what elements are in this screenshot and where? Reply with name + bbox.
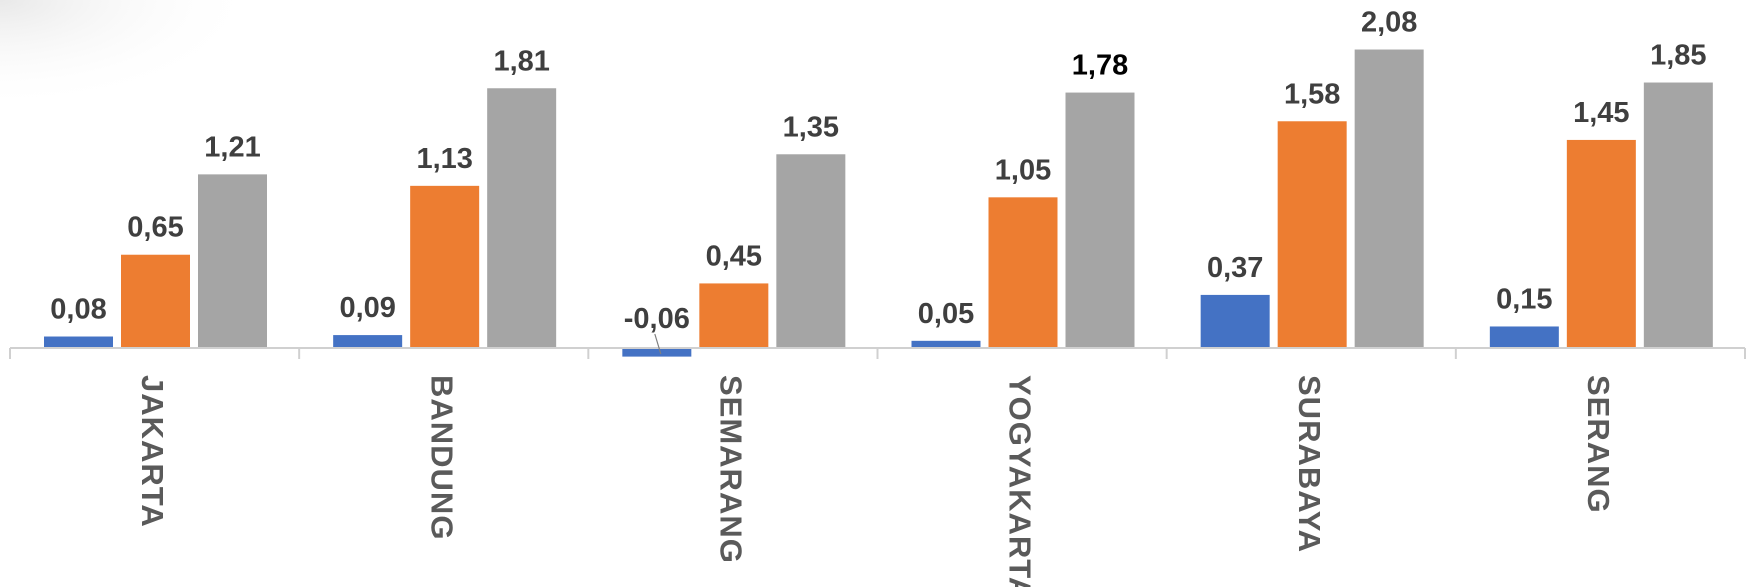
bar-jakarta-s2 (121, 254, 190, 348)
data-label-bandung-s2: 1,13 (416, 143, 472, 175)
data-label-jakarta-s3: 1,21 (204, 131, 260, 163)
background-shade (0, 0, 260, 110)
bar-surabaya-s2 (1277, 121, 1347, 349)
category-label-serang: SERANG (1581, 375, 1616, 514)
data-label-bandung-s3: 1,81 (493, 45, 549, 77)
bar-jakarta-s1 (44, 336, 113, 348)
category-label-semarang: SEMARANG (713, 375, 748, 564)
category-label-bandung: BANDUNG (424, 375, 459, 540)
data-label-surabaya-s1: 0,37 (1207, 252, 1263, 284)
data-label-serang-s3: 1,85 (1650, 40, 1706, 72)
bar-bandung-s1 (333, 335, 403, 348)
data-label-bandung-s1: 0,09 (339, 292, 395, 324)
bar-surabaya-s1 (1200, 294, 1270, 348)
category-label-surabaya: SURABAYA (1292, 375, 1327, 553)
bar-serang-s1 (1489, 326, 1559, 348)
data-labels: 0,08 0,65 1,21 0,09 1,13 1,81 -0,06 0,45 1,35 0,0… (50, 7, 1707, 355)
bar-bandung-s3 (487, 88, 557, 348)
data-label-semarang-s1: -0,06 (624, 303, 690, 335)
bars-layer (44, 49, 1713, 357)
data-label-yogyakarta-s2: 1,05 (995, 154, 1051, 186)
data-label-jakarta-s2: 0,65 (127, 212, 183, 244)
bar-serang-s3 (1643, 82, 1713, 349)
data-label-serang-s1: 0,15 (1496, 283, 1552, 315)
bar-yogyakarta-s3 (1065, 92, 1135, 348)
bar-surabaya-s3 (1354, 49, 1424, 349)
data-label-surabaya-s3: 2,08 (1361, 7, 1417, 39)
bar-jakarta-s3 (198, 174, 267, 348)
bar-serang-s2 (1566, 139, 1636, 348)
data-label-semarang-s2: 0,45 (706, 240, 762, 272)
bar-bandung-s2 (410, 185, 480, 348)
data-label-leader-line (654, 333, 662, 355)
data-label-semarang-s3: 1,35 (783, 111, 839, 143)
category-label-yogyakarta: YOGYAKARTA (1003, 375, 1038, 587)
data-label-serang-s2: 1,45 (1573, 97, 1629, 129)
data-label-yogyakarta-s1: 0,05 (918, 298, 974, 330)
bar-semarang-s1 (622, 348, 692, 357)
bar-semarang-s2 (699, 283, 769, 348)
data-label-jakarta-s1: 0,08 (50, 294, 106, 326)
data-label-surabaya-s2: 1,58 (1284, 78, 1340, 110)
category-labels: JAKARTA BANDUNG SEMARANG YOGYAKARTA SURABAYA… (135, 375, 1616, 587)
x-axis (9, 347, 1746, 359)
bar-semarang-s3 (776, 154, 846, 348)
bar-yogyakarta-s1 (911, 340, 981, 348)
data-label-yogyakarta-s3: 1,78 (1072, 50, 1128, 82)
bar-yogyakarta-s2 (988, 197, 1058, 348)
category-label-jakarta: JAKARTA (135, 375, 170, 528)
